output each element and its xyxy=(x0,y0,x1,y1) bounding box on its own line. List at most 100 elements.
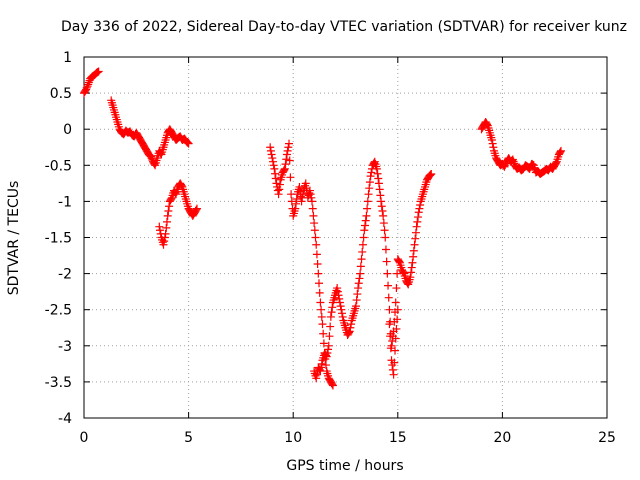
data-point xyxy=(372,164,381,173)
data-point xyxy=(408,258,417,267)
x-tick-label: 10 xyxy=(284,430,302,446)
y-tick-label: -2 xyxy=(58,267,72,283)
data-point xyxy=(386,344,395,353)
data-point xyxy=(392,324,401,333)
data-point xyxy=(352,296,361,305)
data-point xyxy=(376,191,385,200)
data-point xyxy=(338,312,347,321)
data-point xyxy=(310,219,319,228)
data-point xyxy=(192,204,201,213)
data-point xyxy=(283,146,292,155)
data-point xyxy=(319,339,328,348)
data-point xyxy=(326,312,335,321)
data-point xyxy=(183,138,192,147)
data-point xyxy=(82,85,91,94)
data-point xyxy=(337,305,346,314)
data-point xyxy=(282,150,291,159)
data-point xyxy=(380,226,389,235)
data-point xyxy=(377,197,386,206)
data-point xyxy=(266,146,275,155)
data-point xyxy=(318,320,327,329)
data-point xyxy=(292,194,301,203)
data-point xyxy=(165,202,174,211)
data-point xyxy=(351,302,360,311)
axis-ticks: 0 5 10 15 20 25 1 0.5 0 -0.5 -1 -1.5 -2 -2.5 -3 -3.5 -4 xyxy=(45,50,616,446)
data-point xyxy=(362,211,371,220)
data-point xyxy=(356,262,365,271)
y-tick-label: -0.5 xyxy=(45,158,72,174)
data-point xyxy=(426,170,435,179)
data-point xyxy=(374,174,383,183)
data-point xyxy=(416,201,425,210)
data-point xyxy=(328,380,337,389)
data-point xyxy=(275,180,284,189)
data-point xyxy=(409,252,418,261)
data-point xyxy=(156,226,165,235)
y-tick-label: -3 xyxy=(58,339,72,355)
data-point xyxy=(266,143,275,152)
data-point xyxy=(392,284,401,293)
data-point xyxy=(309,211,318,220)
y-axis-title: SDTVAR / TECUs xyxy=(6,181,22,296)
data-point xyxy=(327,308,336,317)
data-point xyxy=(268,157,277,166)
data-point xyxy=(177,181,186,190)
data-point xyxy=(409,246,418,255)
data-point xyxy=(363,197,372,206)
data-point xyxy=(326,322,335,331)
data-point xyxy=(94,67,103,76)
data-point xyxy=(366,172,375,181)
data-point xyxy=(388,365,397,374)
data-point xyxy=(312,370,321,379)
data-point xyxy=(415,204,424,213)
x-tick-label: 20 xyxy=(493,430,511,446)
data-point xyxy=(556,146,565,155)
data-point xyxy=(267,150,276,159)
data-point xyxy=(427,169,436,178)
data-point xyxy=(386,332,395,341)
y-tick-label: 0 xyxy=(63,122,72,138)
data-point xyxy=(373,169,382,178)
data-point xyxy=(317,312,326,321)
data-point xyxy=(321,355,330,364)
data-point xyxy=(556,148,565,157)
data-point xyxy=(406,273,415,282)
data-point xyxy=(161,229,170,238)
data-point xyxy=(162,217,171,226)
data-point xyxy=(270,164,279,173)
data-point xyxy=(361,216,370,225)
data-point xyxy=(407,263,416,272)
data-point xyxy=(501,161,510,170)
data-point xyxy=(395,257,404,266)
data-point xyxy=(164,207,173,216)
data-point xyxy=(312,250,321,259)
y-tick-label: -4 xyxy=(58,411,72,427)
data-point xyxy=(360,226,369,235)
data-point xyxy=(389,370,398,379)
data-point xyxy=(347,320,356,329)
x-axis-title: GPS time / hours xyxy=(286,458,403,474)
data-point xyxy=(285,139,294,148)
data-point xyxy=(359,233,368,242)
data-point xyxy=(317,359,326,368)
data-point xyxy=(312,374,321,383)
data-point xyxy=(393,305,402,314)
data-point xyxy=(84,78,93,87)
data-point xyxy=(184,139,193,148)
data-point xyxy=(399,268,408,277)
data-point xyxy=(159,240,168,249)
data-point xyxy=(374,179,383,188)
data-point xyxy=(324,341,333,350)
data-point xyxy=(384,281,393,290)
data-point xyxy=(358,247,367,256)
data-point xyxy=(375,185,384,194)
data-point xyxy=(354,284,363,293)
data-point xyxy=(410,240,419,249)
data-point xyxy=(500,162,509,171)
data-point xyxy=(382,257,391,266)
data-point xyxy=(313,259,322,268)
data-point xyxy=(335,298,344,307)
data-point xyxy=(361,221,370,230)
data-point xyxy=(146,152,155,161)
